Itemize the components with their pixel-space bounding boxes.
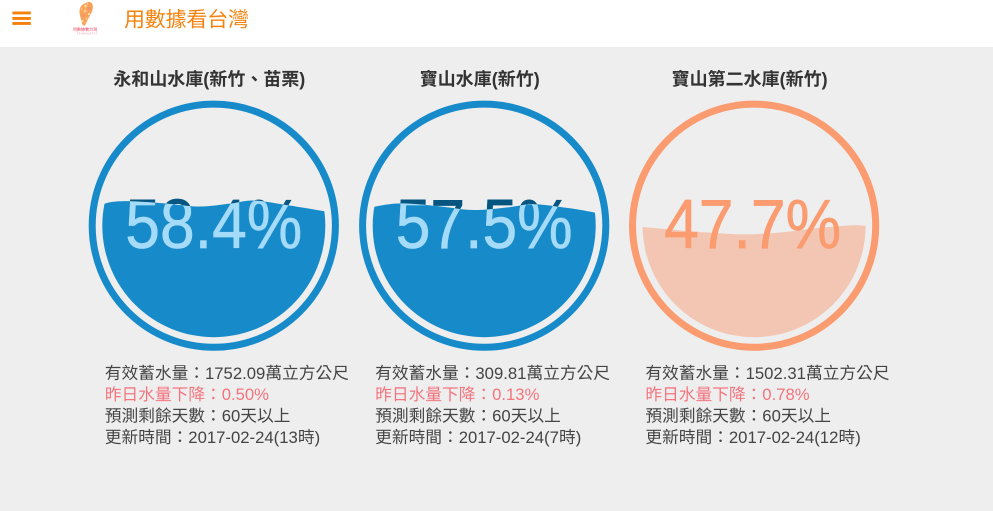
svg-text:60: 60 bbox=[492, 407, 511, 426]
svg-text:T A I W A N S T A T: T A I W A N S T A T bbox=[77, 33, 98, 36]
svg-text:): ) bbox=[855, 428, 861, 447]
svg-text:309.81: 309.81 bbox=[475, 364, 526, 383]
svg-text:): ) bbox=[315, 428, 321, 447]
svg-text:(: ( bbox=[203, 69, 209, 89]
svg-text:57.5%: 57.5% bbox=[396, 185, 573, 263]
svg-text:): ) bbox=[822, 69, 828, 89]
svg-text:60: 60 bbox=[762, 407, 781, 426]
svg-text:): ) bbox=[576, 428, 582, 447]
svg-text:0.13%: 0.13% bbox=[492, 385, 539, 404]
svg-text:58.4%: 58.4% bbox=[125, 185, 302, 263]
svg-text:58.4%: 58.4% bbox=[125, 185, 302, 263]
svg-text:0.50%: 0.50% bbox=[222, 385, 269, 404]
svg-text:60: 60 bbox=[222, 407, 241, 426]
svg-text:(: ( bbox=[492, 69, 498, 89]
svg-text:1752.09: 1752.09 bbox=[205, 364, 265, 383]
svg-text:57.5%: 57.5% bbox=[396, 185, 573, 263]
svg-text:2017-02-24(12: 2017-02-24(12 bbox=[729, 428, 838, 447]
svg-text:47.7%: 47.7% bbox=[664, 185, 841, 263]
svg-text:): ) bbox=[534, 69, 540, 89]
svg-text:2017-02-24(7: 2017-02-24(7 bbox=[459, 428, 559, 447]
svg-text:0.78%: 0.78% bbox=[762, 385, 809, 404]
svg-text:2017-02-24(13: 2017-02-24(13 bbox=[188, 428, 297, 447]
svg-text:(: ( bbox=[780, 69, 786, 89]
svg-text:): ) bbox=[299, 69, 305, 89]
svg-text:1502.31: 1502.31 bbox=[746, 364, 806, 383]
